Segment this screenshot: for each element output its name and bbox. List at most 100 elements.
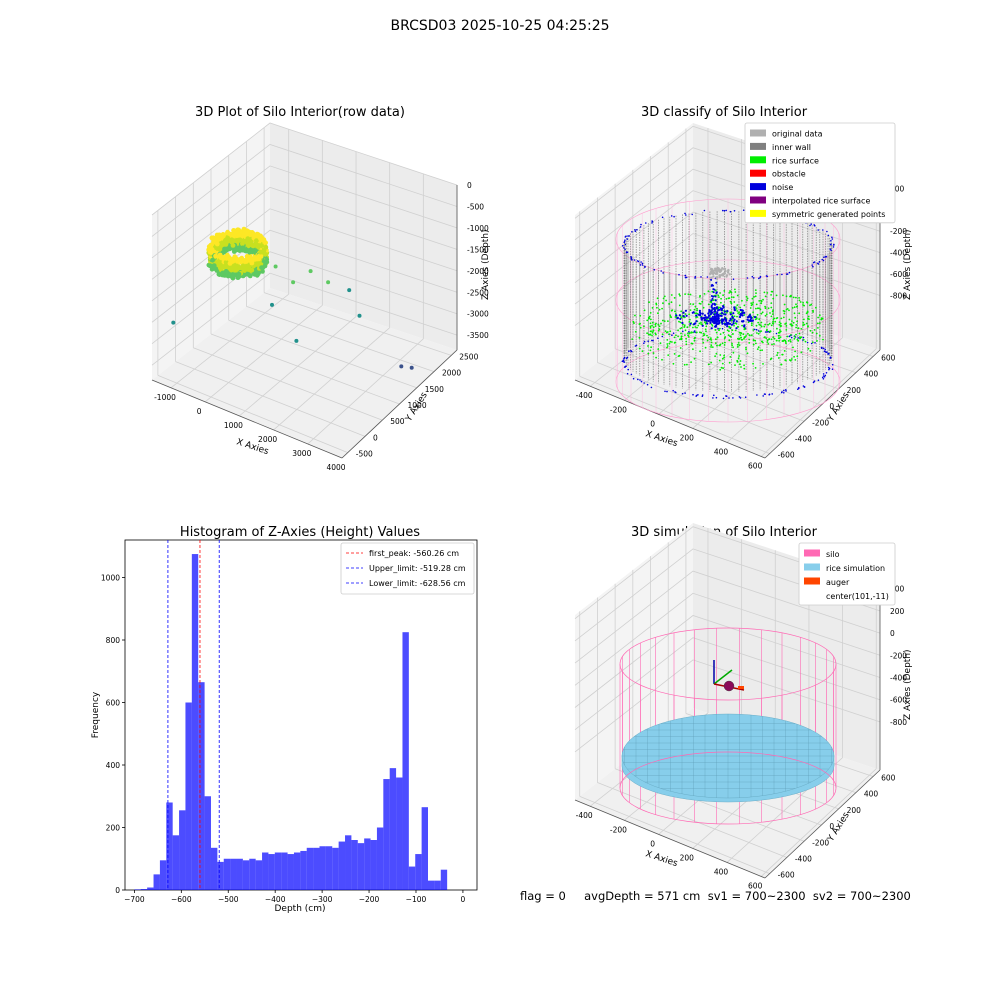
panel1-x-tick-label: -1000 <box>154 393 176 402</box>
panel2-rice-point <box>663 320 666 322</box>
panel1-cluster-point <box>263 240 268 246</box>
panel2-noise-point <box>664 390 666 393</box>
panel2-noise-point <box>833 243 835 246</box>
panel2-rice-point <box>688 332 691 335</box>
panel1-cluster-point <box>216 237 222 243</box>
panel1-outlier-point <box>171 320 176 325</box>
panel2-noise-point <box>661 335 664 338</box>
panel2-noise-point <box>713 394 715 397</box>
panel2-rice-point <box>762 341 764 344</box>
panel1-cluster-point <box>213 253 219 259</box>
panel2-noise-center-point <box>731 315 734 318</box>
panel2-noise-center-point <box>720 318 724 321</box>
panel1-cluster-point <box>245 236 251 242</box>
panel3-bar <box>415 854 422 890</box>
panel2-rice-point <box>772 336 775 339</box>
panel1-cluster-point <box>249 267 255 273</box>
panel2-noise-point <box>729 210 732 213</box>
panel4-silo-bottom-ring <box>619 751 837 825</box>
panel2-rice-point <box>756 313 759 316</box>
panel2-noise-point <box>628 235 630 237</box>
panel2-rice-point <box>704 346 707 349</box>
panel2-original-point <box>712 275 715 278</box>
panel3-bar <box>262 852 269 890</box>
panel2-rice-point <box>710 346 712 348</box>
panel2-rice-point <box>655 356 657 359</box>
panel2-rice-point <box>756 348 759 350</box>
panel2-noise-point <box>635 344 638 347</box>
panel2-rice-point <box>677 335 679 338</box>
panel3-bar <box>434 880 441 891</box>
panel2-noise-point <box>691 213 693 216</box>
panel2-rice-point <box>807 325 809 327</box>
panel2-rice-point <box>777 331 780 334</box>
panel2-noise-center-point <box>720 312 724 315</box>
panel2-rice-point <box>680 337 683 340</box>
panel2-noise-point <box>640 261 642 263</box>
panel2-rice-point <box>737 342 740 344</box>
panel3-bar <box>223 858 231 890</box>
panel2-rice-point <box>755 342 757 345</box>
panel2-rice-point <box>679 327 682 330</box>
panel1-cluster-point <box>252 249 257 254</box>
panel2-rice-point <box>687 332 689 335</box>
panel2-rice-point <box>730 291 733 294</box>
panel1-cluster-point <box>219 255 225 261</box>
panel2-noise-point <box>822 229 824 231</box>
panel2-rice-point <box>695 331 698 334</box>
panel3-bar <box>338 841 346 890</box>
panel2-rice-point <box>720 366 723 369</box>
panel2-rice-point <box>759 308 762 311</box>
panel2-rice-point <box>806 310 809 313</box>
panel2-rice-point <box>670 294 673 296</box>
panel2-rice-point <box>794 316 797 319</box>
panel3-legend-label: first_peak: -560.26 cm <box>369 549 459 558</box>
panel2-y-grid <box>579 375 770 455</box>
panel2-rice-point <box>754 289 757 291</box>
panel2-rice-point <box>689 309 692 311</box>
panel2-noise-point <box>818 261 821 263</box>
panel2-noise-point <box>630 258 633 260</box>
panel2-noise-point <box>670 215 673 217</box>
panel2-rice-point <box>659 342 662 345</box>
panel2-rice-point <box>726 311 728 314</box>
panel2-rice-point <box>673 297 676 299</box>
panel2-noise-point <box>797 337 799 339</box>
panel2-noise-point <box>802 336 805 339</box>
panel1-x-tick-label: 3000 <box>292 449 311 458</box>
panel2-rice-point <box>668 342 671 345</box>
panel2-noise-point <box>822 378 825 380</box>
panel2-noise-point <box>624 243 627 246</box>
panel2-rice-point <box>808 318 810 321</box>
panel3-bar <box>274 852 282 890</box>
panel2-noise-point <box>742 209 745 211</box>
panel2-noise-center-point <box>732 312 735 315</box>
panel3-x-tick-label: −300 <box>312 895 333 904</box>
panel2-rice-point <box>725 298 728 300</box>
panel2-noise-point <box>830 240 832 242</box>
panel2-noise-point <box>644 265 646 268</box>
panel3-bar <box>172 835 180 890</box>
panel2-noise-point <box>732 278 735 281</box>
panel3-bar <box>300 850 307 890</box>
panel2-rice-point <box>769 312 771 314</box>
panel2-rice-point <box>649 330 652 333</box>
panel2-rice-point <box>760 299 762 302</box>
panel4-x-grid <box>760 768 877 877</box>
panel2-rice-point <box>715 338 717 341</box>
panel1-cluster-point <box>256 244 261 250</box>
panel2-noise-center-point <box>709 313 712 316</box>
panel2-noise-center-point <box>720 314 723 317</box>
panel2-rice-point <box>775 339 778 342</box>
panel2-rice-point <box>648 301 650 304</box>
panel2-noise-point <box>634 230 637 232</box>
panel2-z-grid <box>574 233 881 326</box>
panel2-rice-point <box>718 344 721 347</box>
panel2-rice-point <box>762 298 764 301</box>
panel2-rice-point <box>719 312 722 315</box>
panel2-noise-center-point <box>750 319 754 322</box>
panel2-rice-point <box>757 332 760 335</box>
panel2-rice-point <box>683 363 686 366</box>
panel2-rice-point <box>769 358 772 361</box>
panel3-xlabel: Depth (cm) <box>274 904 325 914</box>
